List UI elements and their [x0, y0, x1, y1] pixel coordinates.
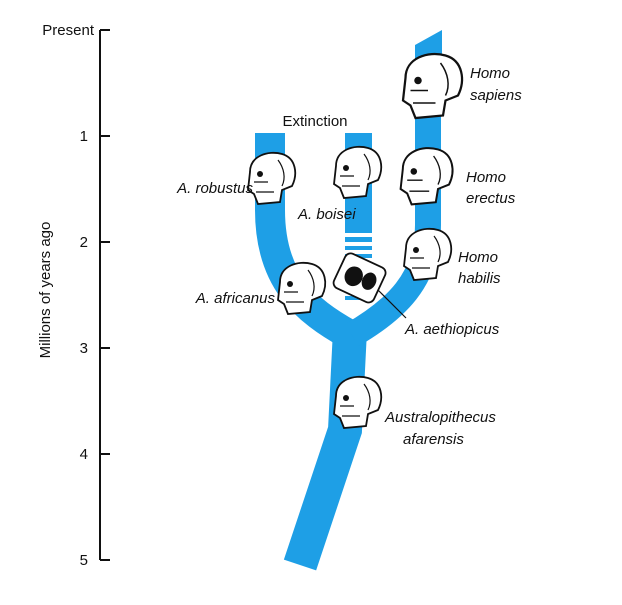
- tick-label-1: 1: [80, 128, 88, 145]
- a-robustus-label: A. robustus: [176, 180, 253, 197]
- a-afarensis-skull-icon: [333, 375, 383, 429]
- time-axis: Present 1 2 3 4 5 Millions of years ago: [37, 22, 110, 569]
- tick-label-2: 2: [80, 234, 88, 251]
- aethiopicus-pointer-line: [377, 289, 407, 319]
- tick-label-present: Present: [42, 22, 95, 39]
- extinction-label: Extinction: [282, 113, 347, 130]
- homo-sapiens-skull-icon: [401, 52, 464, 120]
- homo-erectus-skull-icon: [399, 147, 454, 206]
- homo-habilis-skull-icon: [403, 227, 453, 281]
- trunk-branch: [283, 329, 367, 571]
- a-aethiopicus-label: A. aethiopicus: [404, 321, 500, 338]
- homo-erectus-label-2: erectus: [466, 190, 516, 207]
- a-africanus-label: A. africanus: [195, 290, 276, 307]
- a-boisei-skull-icon: [333, 145, 383, 199]
- a-robustus-skull-icon: [247, 151, 297, 205]
- homo-branch-top: [415, 30, 442, 60]
- homo-erectus-label-1: Homo: [466, 169, 506, 186]
- homo-habilis-label-1: Homo: [458, 249, 498, 266]
- a-boisei-label: A. boisei: [297, 206, 356, 223]
- tick-label-3: 3: [80, 340, 88, 357]
- tick-label-5: 5: [80, 552, 88, 569]
- afarensis-label-2: afarensis: [403, 431, 464, 448]
- homo-sapiens-label-2: sapiens: [470, 87, 522, 104]
- homo-sapiens-label-1: Homo: [470, 65, 510, 82]
- axis-title: Millions of years ago: [37, 222, 54, 359]
- tick-label-4: 4: [80, 446, 88, 463]
- a-aethiopicus-skull-icon: [332, 252, 387, 304]
- afarensis-label-1: Australopithecus: [384, 409, 496, 426]
- homo-habilis-label-2: habilis: [458, 270, 501, 287]
